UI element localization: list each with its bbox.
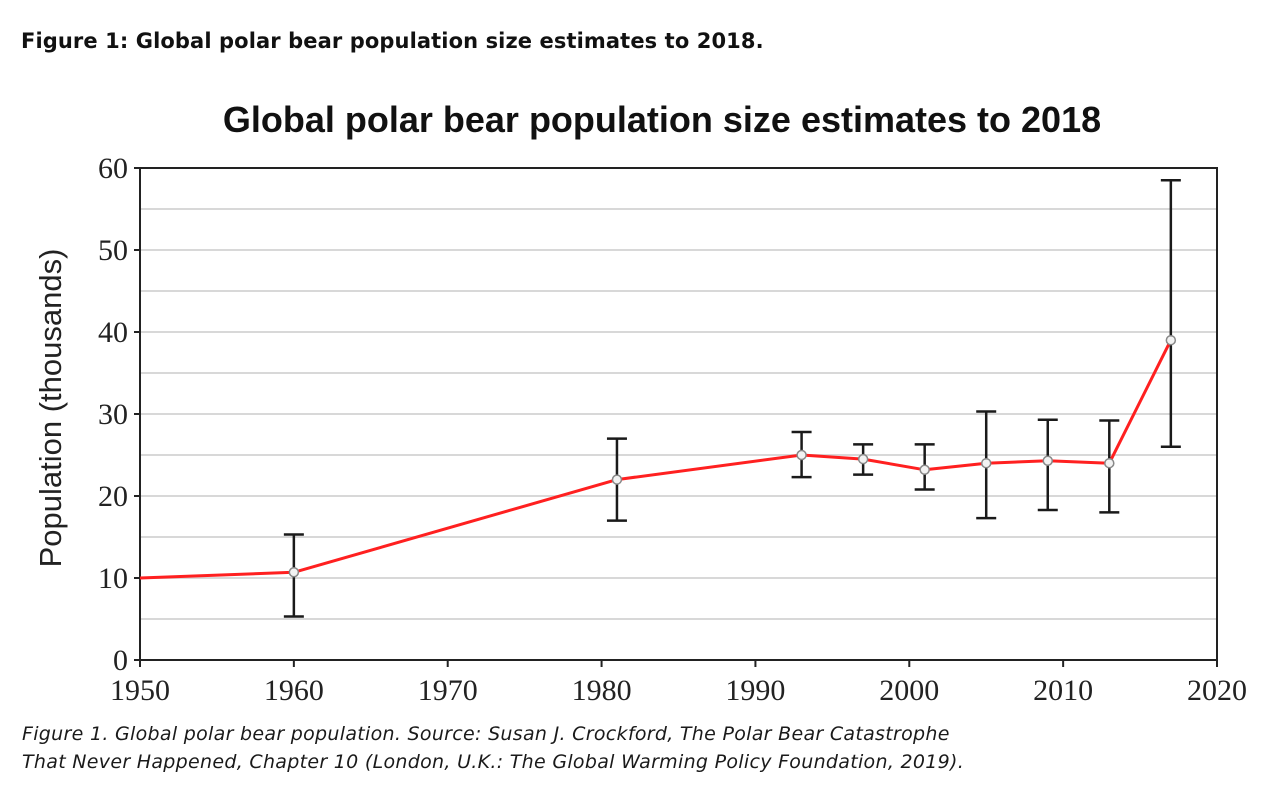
x-tick-label: 1950 xyxy=(110,674,170,707)
error-bars xyxy=(283,179,1181,618)
x-tick-label: 1990 xyxy=(725,674,785,707)
data-point xyxy=(796,449,807,461)
x-tick-label: 2010 xyxy=(1033,674,1093,707)
y-tick-label: 30 xyxy=(98,398,128,431)
grid-lines xyxy=(140,208,1217,620)
data-point xyxy=(980,457,992,469)
population-chart: Global polar bear population size estima… xyxy=(33,99,1247,707)
x-axis-ticks: 1950 1960 1970 1980 1990 2000 2010 2020 xyxy=(110,660,1247,707)
data-point xyxy=(919,464,930,476)
x-tick-label: 1960 xyxy=(264,674,324,707)
caption-line-2: That Never Happened, Chapter 10 (London,… xyxy=(22,751,965,773)
y-tick-label: 20 xyxy=(98,480,128,513)
y-tick-label: 40 xyxy=(98,316,128,349)
figure-caption: Figure 1. Global polar bear population. … xyxy=(22,720,1172,776)
figure-heading: Figure 1: Global polar bear population s… xyxy=(21,29,764,53)
y-tick-label: 10 xyxy=(98,562,128,595)
x-tick-label: 1970 xyxy=(418,674,478,707)
y-tick-label: 60 xyxy=(98,152,128,185)
chart-title: Global polar bear population size estima… xyxy=(223,99,1101,140)
data-points xyxy=(288,334,1177,578)
y-tick-label: 0 xyxy=(113,644,128,677)
data-point xyxy=(1104,457,1115,469)
error-bar xyxy=(1160,179,1181,449)
series-line-group xyxy=(139,339,1173,580)
data-point xyxy=(857,453,869,465)
x-tick-label: 1980 xyxy=(572,674,632,707)
data-point xyxy=(1042,455,1054,466)
data-point xyxy=(288,567,300,578)
series-line xyxy=(139,339,1173,580)
x-tick-label: 2020 xyxy=(1187,674,1247,707)
x-tick-label: 2000 xyxy=(879,674,939,707)
caption-line-1: Figure 1. Global polar bear population. … xyxy=(22,723,950,745)
y-axis-label: Population (thousands) xyxy=(33,249,68,568)
y-axis-ticks: 0 10 20 30 40 50 60 xyxy=(98,152,140,677)
data-point xyxy=(611,474,623,485)
y-tick-label: 50 xyxy=(98,234,128,267)
data-point xyxy=(1165,334,1177,346)
